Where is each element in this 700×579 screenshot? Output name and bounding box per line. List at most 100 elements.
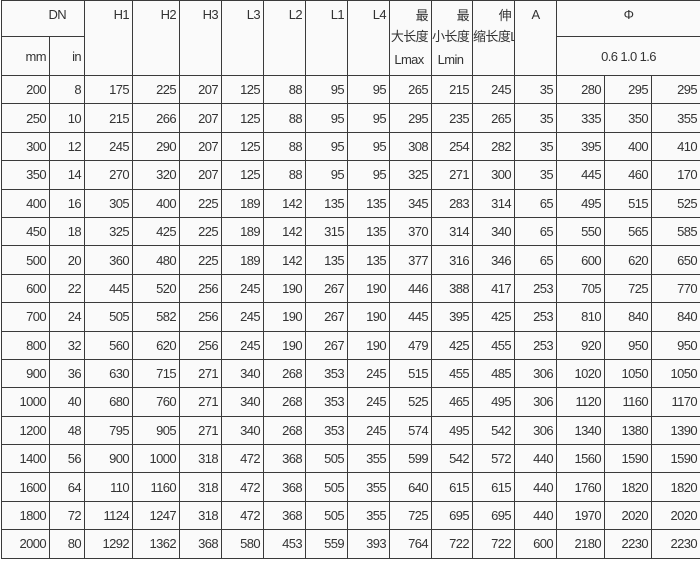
cell-lmax: 345 <box>389 188 433 218</box>
cell-dn-in: 56 <box>48 444 86 474</box>
cell-phi-0-6: 1970 <box>556 500 606 531</box>
cell-phi-1-6: 1050 <box>651 358 700 389</box>
cell-h2: 1160 <box>132 472 181 502</box>
cell-lmin: 542 <box>431 444 474 474</box>
cell-phi-1-0: 460 <box>604 160 653 190</box>
cell-lmin: 271 <box>431 160 474 190</box>
cell-lmin: 316 <box>431 245 474 275</box>
cell-stretch: 615 <box>472 472 516 502</box>
cell-phi-0-6: 705 <box>556 273 606 304</box>
cell-phi-1-6: 1820 <box>651 472 700 502</box>
cell-h1: 505 <box>84 302 134 332</box>
cell-l1: 559 <box>305 529 349 559</box>
cell-a: 440 <box>514 500 558 531</box>
cell-l1: 267 <box>305 302 349 332</box>
table-row: 1800 72 1124 1247 318 472 368 505 355 725 695 695 44… <box>1 500 700 531</box>
cell-dn-mm: 1800 <box>1 500 50 531</box>
header-phi: Φ <box>556 0 700 37</box>
cell-phi-1-0: 350 <box>604 103 653 133</box>
cell-l3: 472 <box>221 472 265 502</box>
cell-phi-1-0: 565 <box>604 216 653 247</box>
cell-l4: 393 <box>347 529 391 559</box>
cell-a: 35 <box>514 74 558 105</box>
cell-l1: 135 <box>305 188 349 218</box>
cell-phi-1-6: 585 <box>651 216 700 247</box>
cell-phi-0-6: 445 <box>556 160 606 190</box>
cell-lmin: 615 <box>431 472 474 502</box>
cell-phi-0-6: 1560 <box>556 444 606 474</box>
cell-h1: 560 <box>84 330 134 360</box>
cell-h1: 900 <box>84 444 134 474</box>
cell-a: 306 <box>514 415 558 446</box>
header-a: A <box>514 0 558 76</box>
cell-stretch: 455 <box>472 330 516 360</box>
cell-l2: 142 <box>263 188 307 218</box>
cell-dn-mm: 250 <box>1 103 50 133</box>
cell-l1: 95 <box>305 103 349 133</box>
cell-h3: 256 <box>179 330 223 360</box>
cell-l1: 505 <box>305 472 349 502</box>
cell-dn-in: 72 <box>48 500 86 531</box>
cell-phi-0-6: 495 <box>556 188 606 218</box>
cell-stretch: 417 <box>472 273 516 304</box>
cell-lmin: 465 <box>431 387 474 417</box>
table-body: 200 8 175 225 207 125 88 95 95 265 215 245 35 280 295 2… <box>1 74 700 559</box>
cell-phi-0-6: 1120 <box>556 387 606 417</box>
cell-l2: 88 <box>263 160 307 190</box>
cell-a: 306 <box>514 358 558 389</box>
cell-l4: 135 <box>347 245 391 275</box>
cell-h3: 318 <box>179 500 223 531</box>
cell-dn-mm: 450 <box>1 216 50 247</box>
header-lmax-line: Lmax <box>394 52 424 67</box>
cell-h2: 480 <box>132 245 181 275</box>
cell-h3: 225 <box>179 245 223 275</box>
cell-h1: 325 <box>84 216 134 247</box>
header-lmin-line: 最 <box>456 8 470 23</box>
header-lmin: 最 小长度 Lmin <box>431 0 474 76</box>
cell-l4: 190 <box>347 302 391 332</box>
cell-dn-in: 14 <box>48 160 86 190</box>
cell-stretch: 542 <box>472 415 516 446</box>
cell-l2: 190 <box>263 302 307 332</box>
table-row: 350 14 270 320 207 125 88 95 95 325 271 300 35 445 460… <box>1 160 700 190</box>
cell-l1: 267 <box>305 273 349 304</box>
cell-phi-1-6: 2230 <box>651 529 700 559</box>
table-row: 450 18 325 425 225 189 142 315 135 370 314 340 65 550… <box>1 216 700 247</box>
cell-phi-1-6: 840 <box>651 302 700 332</box>
cell-l1: 135 <box>305 245 349 275</box>
cell-l2: 142 <box>263 245 307 275</box>
cell-a: 65 <box>514 216 558 247</box>
cell-h3: 318 <box>179 472 223 502</box>
cell-phi-0-6: 810 <box>556 302 606 332</box>
cell-l2: 190 <box>263 330 307 360</box>
cell-phi-1-0: 1380 <box>604 415 653 446</box>
cell-lmax: 599 <box>389 444 433 474</box>
cell-dn-mm: 700 <box>1 302 50 332</box>
header-lmin-line: Lmin <box>437 52 464 67</box>
cell-a: 253 <box>514 273 558 304</box>
cell-dn-in: 12 <box>48 131 86 162</box>
cell-h1: 110 <box>84 472 134 502</box>
cell-l3: 125 <box>221 103 265 133</box>
cell-phi-0-6: 1760 <box>556 472 606 502</box>
cell-phi-0-6: 1020 <box>556 358 606 389</box>
cell-lmin: 722 <box>431 529 474 559</box>
cell-phi-1-0: 1590 <box>604 444 653 474</box>
cell-h2: 225 <box>132 74 181 105</box>
cell-dn-mm: 1600 <box>1 472 50 502</box>
cell-lmin: 254 <box>431 131 474 162</box>
header-lmax-line: 大长度 <box>390 29 429 44</box>
cell-lmax: 446 <box>389 273 433 304</box>
cell-l1: 267 <box>305 330 349 360</box>
cell-h3: 318 <box>179 444 223 474</box>
cell-stretch: 722 <box>472 529 516 559</box>
cell-h2: 582 <box>132 302 181 332</box>
header-lmax-line: 最 <box>415 8 429 23</box>
cell-lmax: 377 <box>389 245 433 275</box>
cell-lmin: 283 <box>431 188 474 218</box>
cell-l2: 268 <box>263 358 307 389</box>
cell-dn-in: 16 <box>48 188 86 218</box>
cell-l4: 355 <box>347 472 391 502</box>
cell-phi-0-6: 600 <box>556 245 606 275</box>
cell-l2: 453 <box>263 529 307 559</box>
